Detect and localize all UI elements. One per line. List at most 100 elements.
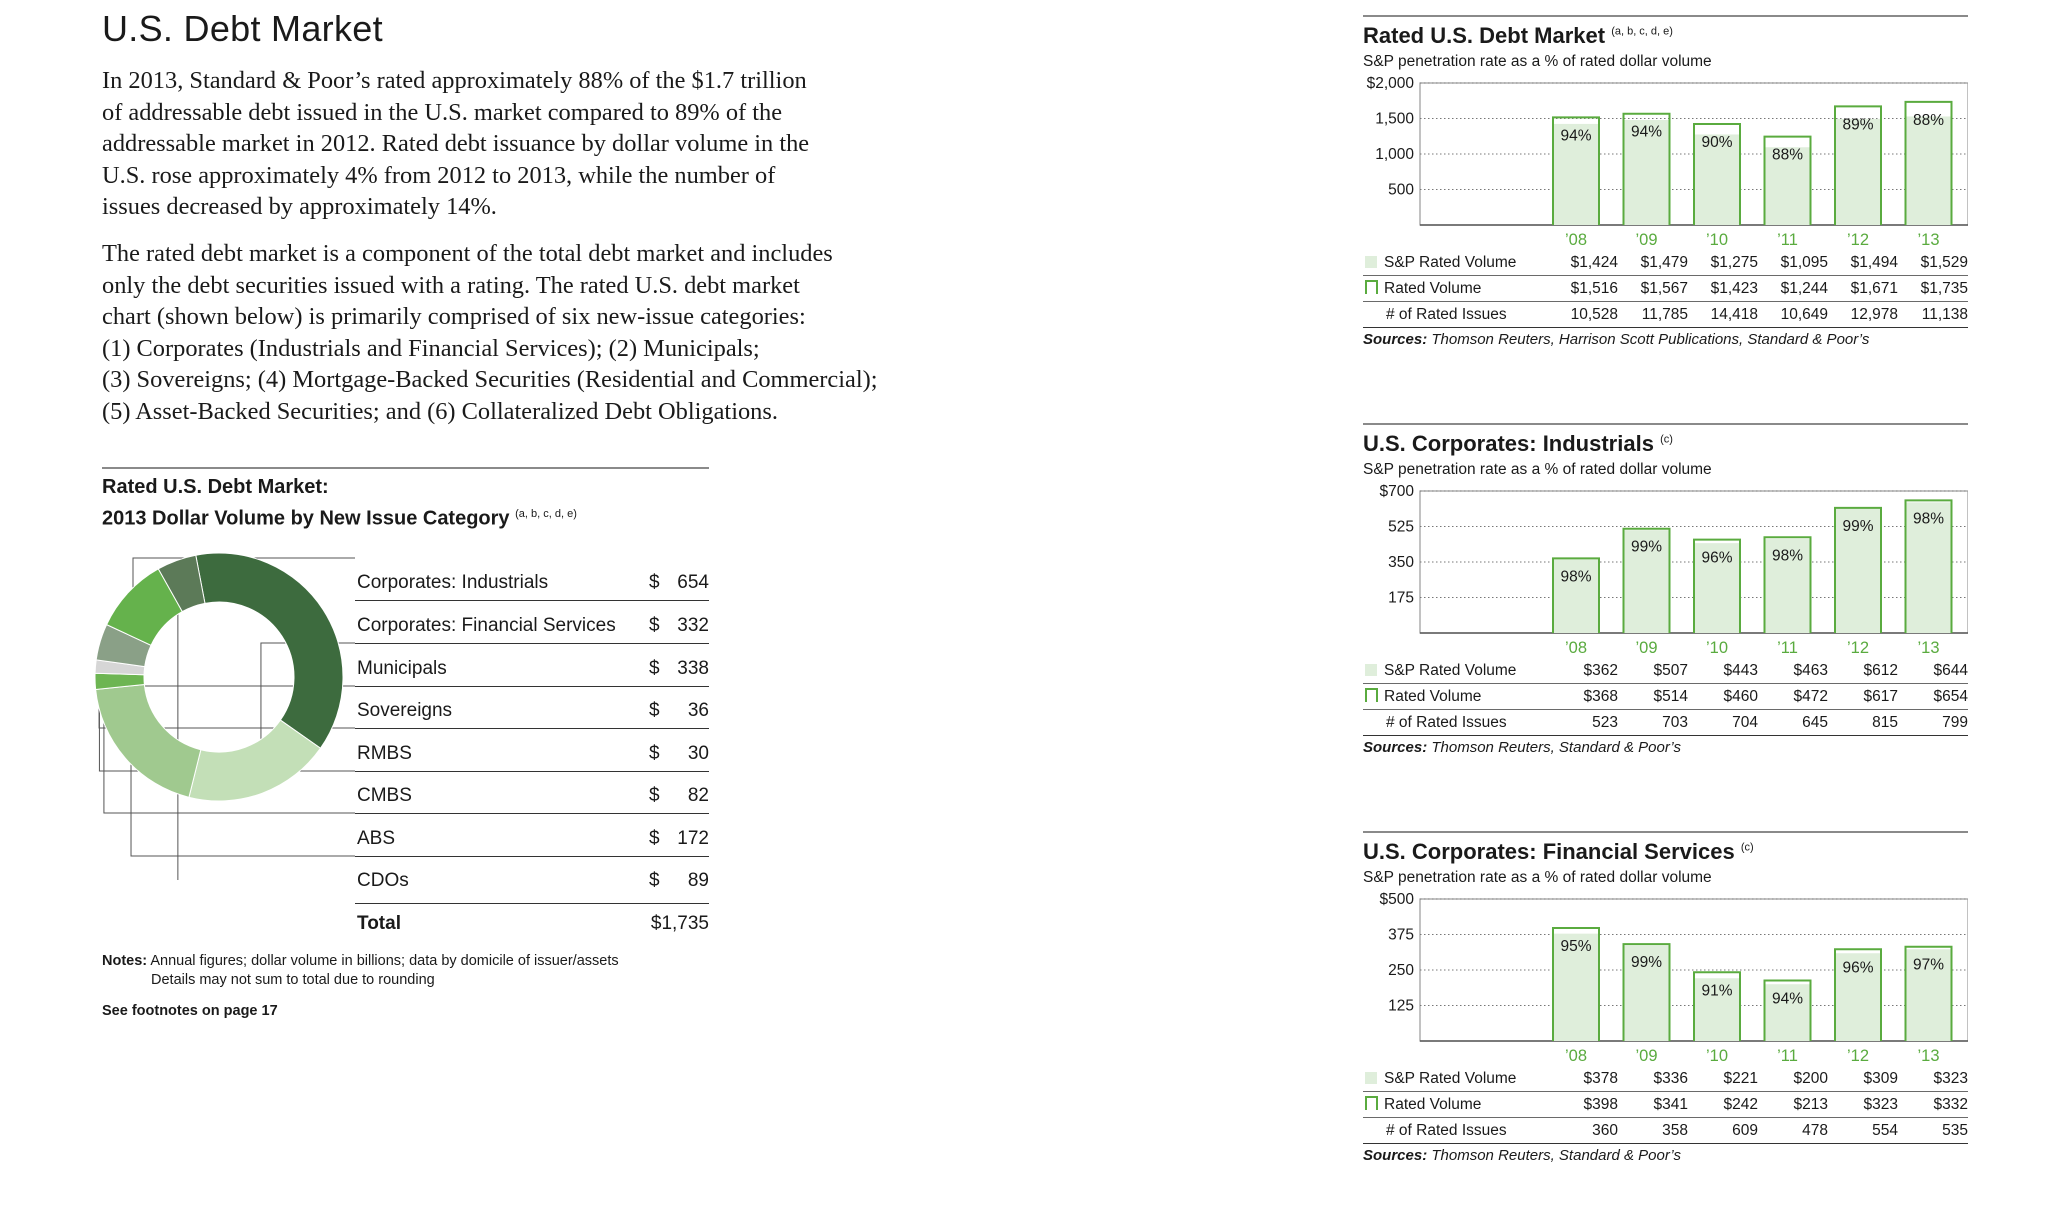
chart-title-text: U.S. Corporates: Financial Services	[1363, 839, 1735, 864]
table-cell: $1,671	[1828, 275, 1898, 302]
sp-rated-volume-bar	[1764, 147, 1811, 225]
table-cell: $242	[1688, 1091, 1758, 1118]
row-label: Rated Volume	[1363, 683, 1548, 710]
page-title: U.S. Debt Market	[102, 8, 383, 49]
rated-volume-bar	[1763, 536, 1812, 633]
rated-volume-bar	[1834, 948, 1882, 1041]
rated-volume-row: Rated Volume $368 $514 $460 $472 $617 $654	[1363, 683, 1968, 710]
penetration-label: 89%	[1842, 116, 1873, 133]
total-label: Total	[357, 913, 401, 934]
category-value: 89	[687, 870, 709, 891]
table-cell: $341	[1618, 1091, 1688, 1118]
row-label-text: Rated Volume	[1384, 1095, 1482, 1113]
penetration-label: 98%	[1560, 568, 1591, 585]
row-label: S&P Rated Volume	[1363, 250, 1548, 276]
chart-subtitle: S&P penetration rate as a % of rated dol…	[1363, 53, 1712, 70]
bar-chart: 125 250 375 $500 95% ’08 99% ’09 91% ’10 94% ’11 96%…	[1380, 891, 1968, 1065]
paragraph-line: (5) Asset-Backed Securities; and (6) Col…	[102, 397, 778, 425]
chart-title-text: U.S. Corporates: Industrials	[1363, 431, 1654, 456]
x-tick-label: ’10	[1706, 1047, 1728, 1065]
table-cell: $443	[1688, 658, 1758, 684]
rated-volume-bar	[1904, 945, 1953, 1041]
sources-text: Thomson Reuters, Standard & Poor’s	[1431, 739, 1681, 756]
sp-rated-volume-bar	[1623, 945, 1670, 1041]
legend-swatch	[1365, 1095, 1378, 1110]
currency-symbol: $	[649, 870, 660, 891]
chart-sources: Sources: Thomson Reuters, Standard & Poo…	[1363, 739, 1681, 756]
table-cell: $200	[1758, 1066, 1828, 1092]
table-cell: 703	[1618, 709, 1688, 736]
penetration-label: 99%	[1631, 539, 1662, 556]
table-cell: 815	[1828, 709, 1898, 736]
rated-volume-bar	[1622, 943, 1671, 1041]
donut-title-line1: Rated U.S. Debt Market:	[102, 476, 329, 498]
row-label: # of Rated Issues	[1363, 301, 1548, 328]
category-name: Sovereigns	[357, 700, 453, 721]
sp-rated-volume-bar	[1553, 123, 1599, 225]
y-tick-label: 250	[1388, 962, 1414, 979]
row-label-text: # of Rated Issues	[1386, 305, 1507, 323]
table-cell: $507	[1618, 658, 1688, 684]
y-tick-label: $500	[1380, 891, 1415, 908]
table-cell: 554	[1828, 1117, 1898, 1144]
categories-paragraph: The rated debt market is a component of …	[102, 238, 932, 428]
table-cell: $644	[1898, 658, 1968, 684]
rated-volume-bar	[1693, 971, 1741, 1041]
rated-volume-row: Rated Volume $398 $341 $242 $213 $323 $332	[1363, 1091, 1968, 1118]
donut-title-footnotes: (a, b, c, d, e)	[515, 508, 577, 520]
chart-title: U.S. Corporates: Financial Services (c)	[1363, 839, 1754, 865]
table-cell: $362	[1548, 658, 1618, 684]
x-tick-label: ’10	[1706, 231, 1728, 249]
paragraph-line: addressable market in 2012. Rated debt i…	[102, 130, 810, 158]
sp-rated-volume-bar	[1694, 134, 1740, 225]
category-value: 30	[687, 743, 709, 764]
x-tick-label: ’12	[1847, 639, 1869, 657]
sources-label: Sources:	[1363, 1147, 1428, 1164]
row-label-text: Rated Volume	[1384, 687, 1482, 705]
category-name: Corporates: Industrials	[357, 572, 549, 593]
currency-symbol: $	[649, 658, 660, 679]
sp-rated-volume-bar	[1553, 933, 1599, 1041]
chart-title: Rated U.S. Debt Market (a, b, c, d, e)	[1363, 23, 1673, 49]
legend-swatch	[1365, 279, 1378, 294]
row-label-text: S&P Rated Volume	[1384, 253, 1517, 271]
table-cell: $460	[1688, 683, 1758, 710]
penetration-label: 96%	[1701, 550, 1732, 567]
table-cell: $1,275	[1688, 250, 1758, 276]
paragraph-line: In 2013, Standard & Poor’s rated approxi…	[102, 67, 807, 94]
x-tick-label: ’08	[1565, 639, 1587, 657]
category-value: 82	[687, 785, 709, 806]
paragraph-line: (3) Sovereigns; (4) Mortgage-Backed Secu…	[102, 366, 878, 394]
sp-rated-volume-bar	[1694, 543, 1740, 633]
table-cell: $1,494	[1828, 250, 1898, 276]
penetration-label: 96%	[1842, 959, 1873, 976]
penetration-label: 99%	[1842, 518, 1873, 535]
table-cell: 11,138	[1898, 301, 1968, 328]
chart-title-footnotes: (c)	[1740, 841, 1754, 854]
currency-symbol: $	[649, 828, 660, 849]
sp-rated-volume-bar	[1835, 508, 1881, 633]
donut-slice	[195, 552, 344, 749]
paragraph-line: only the debt securities issued with a r…	[102, 271, 800, 299]
penetration-label: 94%	[1772, 991, 1803, 1008]
rated-volume-bar	[1904, 100, 1953, 225]
legend-swatch	[1365, 663, 1377, 676]
x-tick-label: ’12	[1847, 1047, 1869, 1065]
category-name: ABS	[357, 828, 396, 849]
category-name: Corporates: Financial Services	[357, 615, 616, 636]
y-tick-label: 125	[1388, 998, 1414, 1015]
table-cell: $336	[1618, 1066, 1688, 1092]
y-tick-label: 1,500	[1375, 111, 1414, 128]
leader-line	[177, 564, 179, 880]
chart-title: U.S. Corporates: Industrials (c)	[1363, 431, 1673, 457]
category-value: 338	[677, 658, 709, 679]
table-cell: 799	[1898, 709, 1968, 736]
table-cell: 478	[1758, 1117, 1828, 1144]
category-name: RMBS	[357, 743, 412, 764]
penetration-label: 94%	[1631, 124, 1662, 141]
y-tick-label: $700	[1380, 483, 1415, 500]
category-total-row: Total $1,735	[355, 903, 709, 938]
category-row-sovereigns: Sovereigns $ 36	[355, 686, 709, 729]
x-tick-label: ’09	[1635, 231, 1657, 249]
rated-issues-row: # of Rated Issues 360 358 609 478 554 535	[1363, 1117, 1968, 1144]
